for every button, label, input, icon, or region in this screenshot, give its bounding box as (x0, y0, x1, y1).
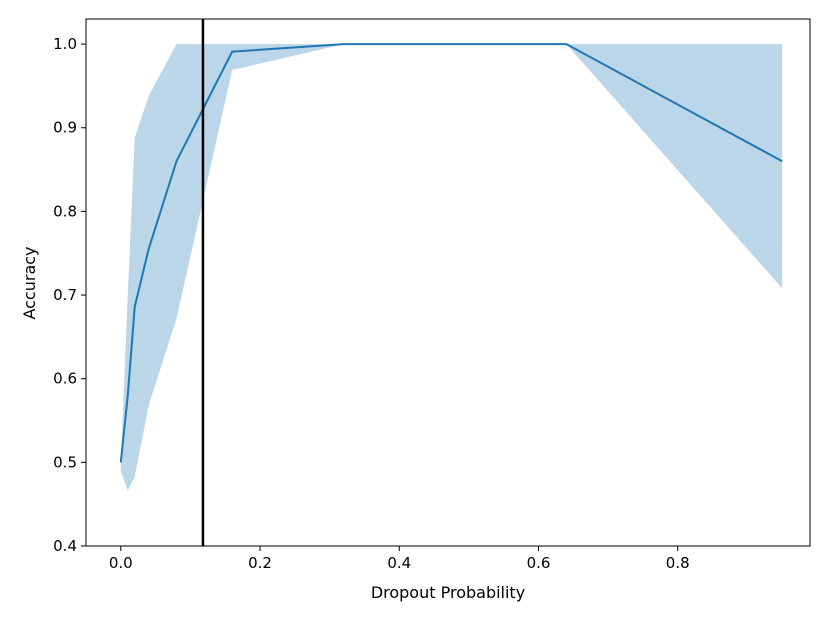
series-line-layer (119, 43, 783, 463)
confidence-band-layer (120, 44, 783, 491)
y-axis-label: Accuracy (20, 246, 39, 319)
y-ticks: 0.4 0.5 0.6 0.7 0.8 0.9 1.0 (53, 35, 86, 555)
x-axis-label: Dropout Probability (371, 583, 525, 602)
plot-frame (85, 18, 811, 547)
x-tick-label: 0.8 (666, 554, 690, 572)
confidence-band (120, 44, 783, 491)
y-tick-label: 0.4 (53, 537, 77, 555)
x-tick-label: 0.6 (527, 554, 551, 572)
y-tick-label: 1.0 (53, 35, 77, 53)
x-tick-label: 0.4 (387, 554, 411, 572)
x-tick-label: 0.0 (109, 554, 133, 572)
x-tick-label: 0.2 (248, 554, 272, 572)
y-tick-label: 0.9 (53, 119, 77, 137)
y-tick-label: 0.6 (53, 370, 77, 388)
series-line (119, 43, 783, 463)
x-ticks: 0.0 0.2 0.4 0.6 0.8 (109, 546, 690, 572)
y-tick-label: 0.7 (53, 286, 77, 304)
y-tick-label: 0.5 (53, 453, 77, 471)
y-tick-label: 0.8 (53, 202, 77, 220)
